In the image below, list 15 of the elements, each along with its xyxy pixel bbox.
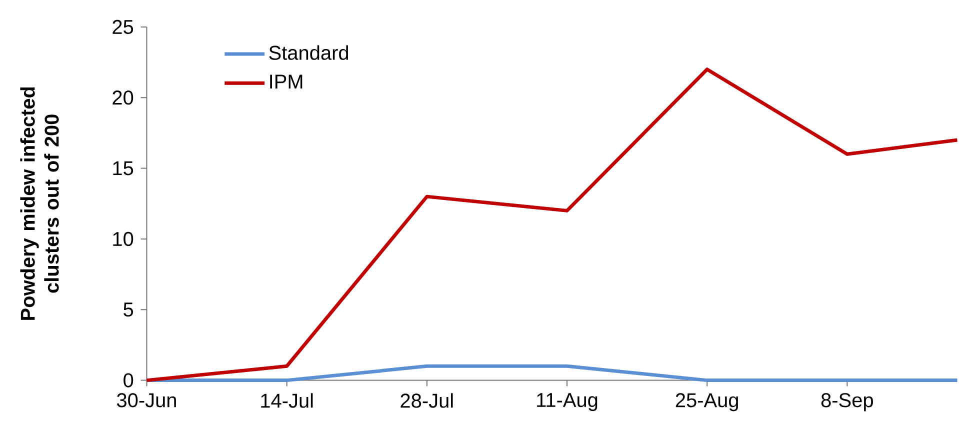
x-tick-label: 8-Sep [821, 393, 873, 412]
y-tick-label: 10 [113, 232, 134, 246]
x-tick-label: 25-Aug [676, 393, 738, 412]
x-tick-label: 28-Jul [400, 393, 453, 408]
x-tick-label: 11-Aug [537, 393, 598, 411]
x-tick-label: 14-Jul [261, 393, 313, 408]
legend-label: IPM [270, 74, 302, 88]
y-axis-title: Powdery midew infected clusters out of 200 [20, 87, 59, 320]
y-tick-label: 0 [124, 373, 134, 388]
legend-label: Standard [269, 45, 348, 60]
y-tick-label: 15 [113, 161, 134, 176]
y-tick-label: 20 [112, 90, 134, 105]
x-tick-label: 30-Jun [116, 393, 176, 408]
y-tick-label: 5 [124, 302, 134, 316]
y-tick-label: 25 [112, 20, 134, 34]
